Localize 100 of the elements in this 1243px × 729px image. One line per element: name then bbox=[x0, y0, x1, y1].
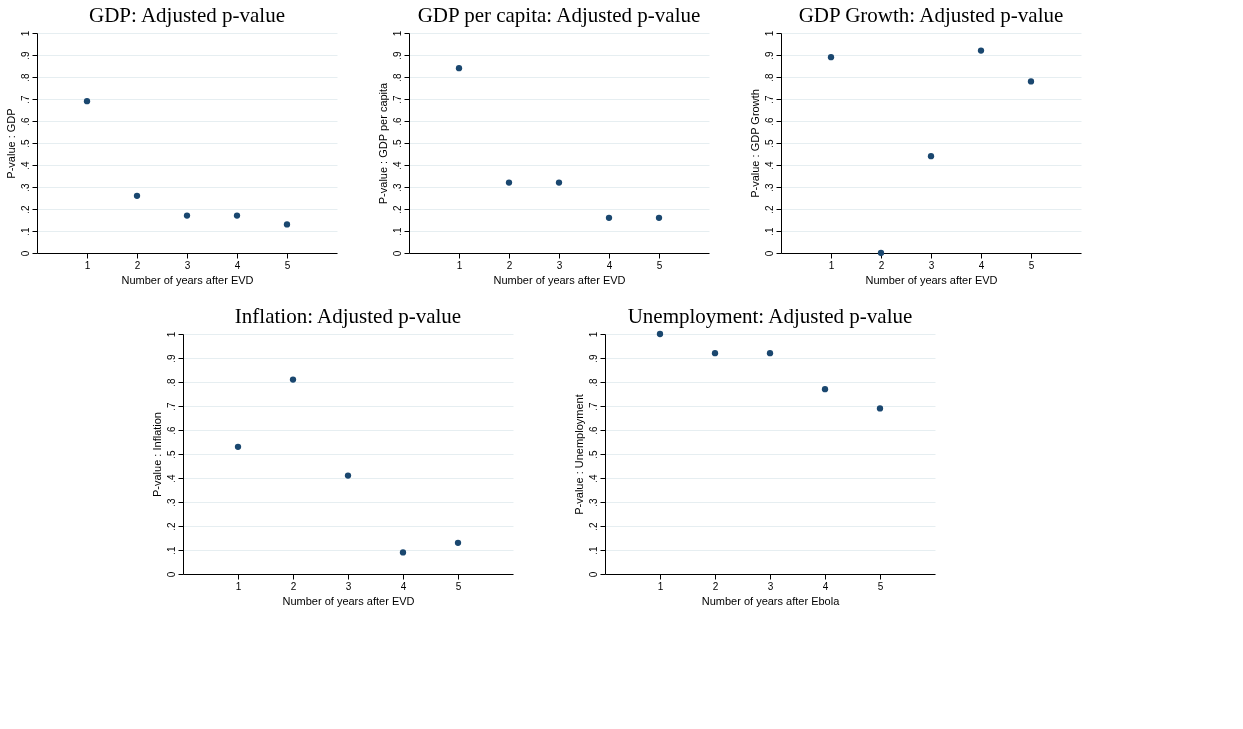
x-axis-title: Number of years after EVD bbox=[493, 273, 626, 286]
y-axis-title: P-value : GDP Growth bbox=[748, 89, 761, 198]
x-tick-label: 1 bbox=[828, 259, 835, 271]
y-axis-title: P-value : Inflation bbox=[150, 412, 163, 497]
x-axis-title: Number of years after EVD bbox=[865, 273, 998, 286]
y-tick-label: .3 bbox=[19, 182, 31, 192]
x-tick-label: 3 bbox=[928, 259, 935, 271]
y-tick-label: .2 bbox=[587, 521, 599, 531]
y-tick-label: .6 bbox=[19, 116, 31, 126]
y-tick-label: .3 bbox=[763, 182, 775, 192]
y-tick-label: .9 bbox=[391, 50, 403, 60]
y-tick-label: .7 bbox=[587, 401, 599, 411]
point bbox=[344, 472, 352, 479]
point bbox=[234, 443, 242, 450]
y-tick-label: .7 bbox=[19, 94, 31, 104]
x-tick-label: 2 bbox=[878, 259, 885, 271]
y-tick-label: .7 bbox=[165, 401, 177, 411]
chart-title: GDP: Adjusted p-value bbox=[89, 3, 285, 28]
point bbox=[977, 47, 985, 54]
point bbox=[766, 350, 774, 357]
x-tick-label: 2 bbox=[290, 580, 297, 592]
x-tick-label: 1 bbox=[657, 580, 664, 592]
point bbox=[399, 549, 407, 556]
y-tick-label: 0 bbox=[587, 571, 599, 578]
y-tick-label: .2 bbox=[763, 204, 775, 214]
y-tick-label: .3 bbox=[165, 497, 177, 507]
x-tick-label: 3 bbox=[556, 259, 563, 271]
y-tick-label: .8 bbox=[165, 377, 177, 387]
y-tick-label: .5 bbox=[165, 449, 177, 459]
y-tick-label: 0 bbox=[763, 250, 775, 257]
y-tick-label: .8 bbox=[587, 377, 599, 387]
x-tick-label: 4 bbox=[822, 580, 829, 592]
y-axis-title: P-value : GDP per capita bbox=[376, 81, 389, 205]
point bbox=[283, 221, 291, 228]
x-tick-label: 4 bbox=[978, 259, 985, 271]
y-tick-label: .7 bbox=[391, 94, 403, 104]
y-tick-label: .6 bbox=[763, 116, 775, 126]
x-tick-label: 2 bbox=[712, 580, 719, 592]
y-tick-label: 0 bbox=[391, 250, 403, 257]
x-tick-label: 1 bbox=[84, 259, 91, 271]
point bbox=[133, 192, 141, 199]
y-tick-label: .3 bbox=[391, 182, 403, 192]
y-tick-label: .8 bbox=[763, 72, 775, 82]
y-tick-label: 1 bbox=[19, 30, 31, 37]
chart-title: GDP per capita: Adjusted p-value bbox=[417, 3, 701, 28]
x-tick-label: 4 bbox=[234, 259, 241, 271]
x-tick-label: 2 bbox=[134, 259, 141, 271]
y-tick-label: 1 bbox=[391, 30, 403, 37]
point bbox=[83, 98, 91, 105]
x-axis-title: Number of years after Ebola bbox=[701, 594, 841, 607]
x-tick-label: 5 bbox=[656, 259, 663, 271]
x-axis-title: Number of years after EVD bbox=[282, 594, 415, 607]
point bbox=[505, 179, 513, 186]
point bbox=[555, 179, 563, 186]
y-tick-label: .1 bbox=[763, 226, 775, 236]
chart-title: Inflation: Adjusted p-value bbox=[234, 304, 462, 329]
point bbox=[927, 153, 935, 160]
x-tick-label: 3 bbox=[184, 259, 191, 271]
chart-title: Unemployment: Adjusted p-value bbox=[627, 303, 913, 328]
y-tick-label: .7 bbox=[763, 94, 775, 104]
point bbox=[454, 539, 462, 546]
point bbox=[455, 65, 463, 72]
y-tick-label: .9 bbox=[763, 50, 775, 60]
x-tick-label: 5 bbox=[455, 580, 462, 592]
point bbox=[233, 212, 241, 219]
y-tick-label: .9 bbox=[587, 353, 599, 363]
y-tick-label: .4 bbox=[391, 160, 403, 170]
y-tick-label: .1 bbox=[391, 226, 403, 236]
y-tick-label: 0 bbox=[19, 250, 31, 257]
point bbox=[827, 54, 835, 61]
y-tick-label: .1 bbox=[165, 545, 177, 555]
y-tick-label: .1 bbox=[587, 545, 599, 555]
y-tick-label: .6 bbox=[165, 425, 177, 435]
point bbox=[605, 214, 613, 221]
y-tick-label: .9 bbox=[165, 353, 177, 363]
point bbox=[183, 212, 191, 219]
x-tick-label: 3 bbox=[345, 580, 352, 592]
y-tick-label: .2 bbox=[391, 204, 403, 214]
x-tick-label: 1 bbox=[456, 259, 463, 271]
chart-title: GDP Growth: Adjusted p-value bbox=[798, 3, 1064, 28]
y-tick-label: 0 bbox=[165, 571, 177, 578]
y-tick-label: .5 bbox=[391, 138, 403, 148]
y-tick-label: .4 bbox=[19, 160, 31, 170]
x-tick-label: 4 bbox=[606, 259, 613, 271]
y-tick-label: .5 bbox=[587, 449, 599, 459]
x-tick-label: 1 bbox=[235, 580, 242, 592]
point bbox=[876, 405, 884, 412]
y-tick-label: .5 bbox=[19, 138, 31, 148]
x-tick-label: 2 bbox=[506, 259, 513, 271]
y-tick-label: .8 bbox=[19, 72, 31, 82]
y-tick-label: .8 bbox=[391, 72, 403, 82]
x-tick-label: 4 bbox=[400, 580, 407, 592]
y-tick-label: 1 bbox=[763, 30, 775, 37]
point bbox=[877, 249, 885, 257]
point bbox=[655, 214, 663, 221]
point bbox=[711, 350, 719, 357]
y-tick-label: 1 bbox=[587, 331, 599, 338]
x-tick-label: 5 bbox=[877, 580, 884, 592]
y-tick-label: 1 bbox=[165, 331, 177, 338]
point bbox=[289, 376, 297, 383]
